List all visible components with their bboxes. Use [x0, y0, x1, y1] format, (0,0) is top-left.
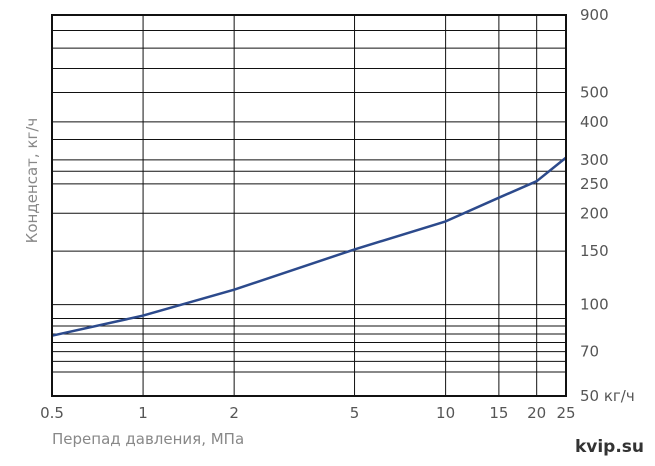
y-tick-label: 400: [580, 113, 609, 131]
y-tick-labels: 50 кг/ч 70 100 150 200 250 300 400 500 900: [580, 6, 635, 405]
y-tick-label: 100: [580, 296, 609, 314]
vertical-gridlines: [51, 15, 567, 396]
y-tick-label: 300: [580, 151, 609, 169]
y-tick-label: 50 кг/ч: [580, 387, 635, 405]
x-tick-label: 15: [489, 404, 508, 422]
horizontal-gridlines: [52, 14, 566, 397]
x-axis-title: Перепад давления, МПа: [52, 430, 244, 448]
y-tick-label: 200: [580, 204, 609, 222]
plot-frame: [51, 14, 567, 397]
y-tick-label: 150: [580, 242, 609, 260]
x-tick-label: 25: [556, 404, 575, 422]
y-tick-label: 250: [580, 175, 609, 193]
y-tick-label: 900: [580, 6, 609, 24]
x-tick-label: 2: [229, 404, 239, 422]
y-tick-label: 70: [580, 343, 599, 361]
x-tick-labels: 0.5 1 2 5 10 15 20 25: [40, 404, 575, 422]
x-tick-label: 0.5: [40, 404, 64, 422]
x-tick-label: 20: [527, 404, 546, 422]
series-layer: [51, 156, 567, 337]
y-axis-title: Конденсат, кг/ч: [23, 118, 41, 244]
x-tick-label: 5: [350, 404, 360, 422]
series-line-0: [51, 156, 567, 337]
x-tick-label: 10: [436, 404, 455, 422]
brand-logo-text: kvip.su: [575, 437, 644, 457]
y-tick-label: 500: [580, 83, 609, 101]
x-tick-label: 1: [138, 404, 148, 422]
